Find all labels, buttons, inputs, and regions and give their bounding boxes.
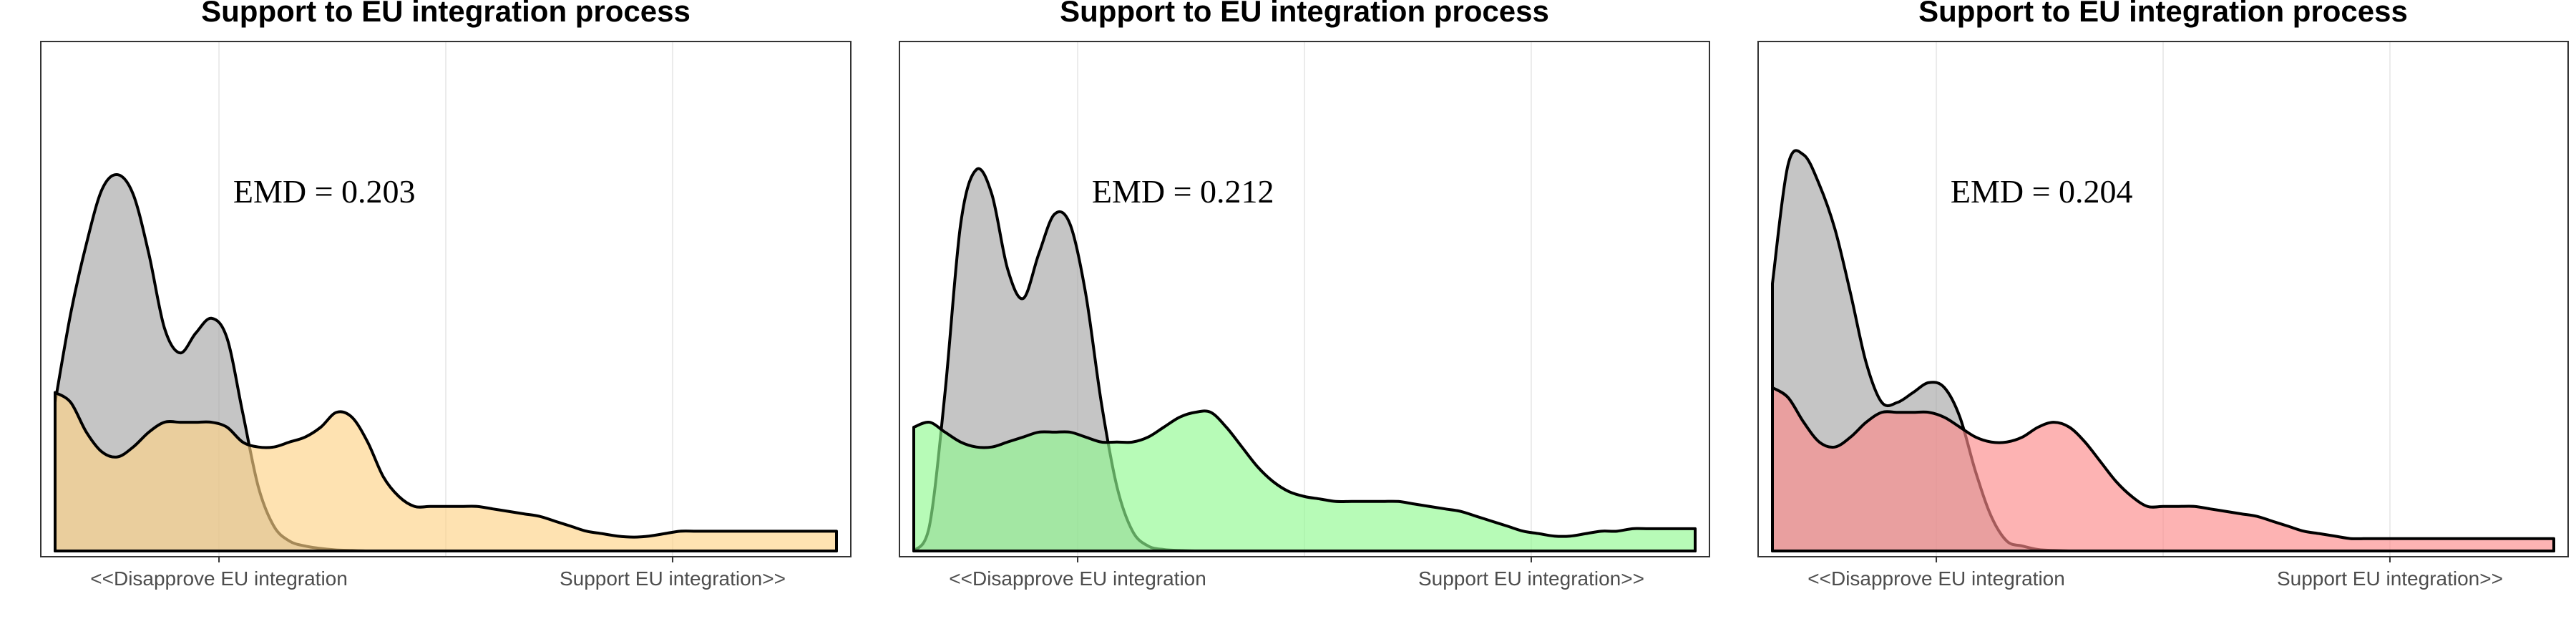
tick-label-1: <<Disapprove EU integration: [90, 567, 348, 590]
emd-annotation: EMD = 0.203: [233, 173, 416, 210]
chart-panel-1: Support to EU integration process EMD = 0…: [40, 0, 852, 590]
tick-label-2: Support EU integration>>: [2277, 567, 2503, 590]
chart-title: Support to EU integration process: [201, 0, 691, 28]
tick-label-1: <<Disapprove EU integration: [949, 567, 1206, 590]
density-area-2: [1771, 386, 2555, 552]
tick-label-2: Support EU integration>>: [560, 567, 786, 590]
tick-label-2: Support EU integration>>: [1418, 567, 1644, 590]
chart-panel-3: Support to EU integration process EMD = 0…: [1757, 0, 2569, 590]
plot-frame: [899, 41, 1710, 557]
chart-panel-2: Support to EU integration process EMD = 0…: [899, 0, 1710, 590]
emd-annotation: EMD = 0.212: [1092, 173, 1274, 210]
plot-frame: [1757, 41, 2569, 557]
plot-frame: [40, 41, 852, 557]
chart-title: Support to EU integration process: [1060, 0, 1549, 28]
emd-annotation: EMD = 0.204: [1951, 173, 2133, 210]
chart-title: Support to EU integration process: [1918, 0, 2408, 28]
density-area-2: [54, 391, 838, 552]
tick-label-1: <<Disapprove EU integration: [1807, 567, 2065, 590]
density-area-2: [912, 409, 1697, 552]
